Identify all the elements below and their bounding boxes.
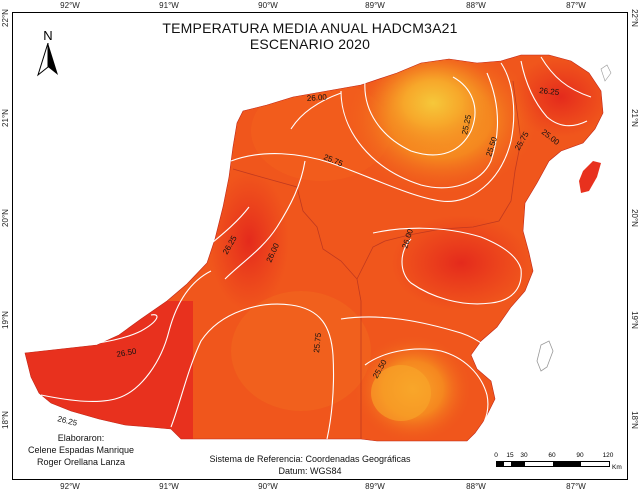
scale-tick: 60: [548, 452, 556, 459]
credits-author: Roger Orellana Lanza: [36, 457, 126, 467]
lon-tick-bottom: 90°W: [258, 482, 278, 491]
isotherms: [40, 56, 592, 440]
crs-line: Sistema de Referencia: Coordenadas Geogr…: [209, 454, 411, 464]
map-title: TEMPERATURA MEDIA ANUAL HADCM3A21: [162, 20, 458, 36]
lat-tick-right: 18°N: [630, 411, 639, 429]
isotherm-label: 26.25: [57, 414, 79, 428]
lat-tick-right: 21°N: [630, 109, 639, 127]
map-subtitle: ESCENARIO 2020: [249, 36, 371, 52]
isotherm-label: 26.50: [116, 347, 138, 359]
lon-tick-top: 90°W: [258, 1, 278, 10]
lon-tick-top: 87°W: [566, 1, 586, 10]
state-borders: [232, 80, 522, 439]
lon-tick-top: 92°W: [60, 1, 80, 10]
lat-tick-left: 22°N: [1, 9, 10, 27]
lat-tick-right: 19°N: [630, 311, 639, 329]
scale-tick: 90: [576, 452, 584, 459]
cozumel-island: [579, 161, 601, 193]
scale-bar: 0 15 30 60 90 120 Km: [494, 452, 622, 476]
credits: Elaboraron: Celene Espadas Manrique Roge…: [16, 432, 146, 468]
lon-tick-top: 89°W: [365, 1, 385, 10]
lon-tick-bottom: 92°W: [60, 482, 80, 491]
credits-author: Celene Espadas Manrique: [27, 445, 135, 455]
lat-tick-left: 20°N: [1, 209, 10, 227]
scale-tick: 0: [494, 452, 498, 459]
lat-tick-left: 18°N: [1, 411, 10, 429]
scale-tick: 30: [520, 452, 528, 459]
map-frame: 26.00 25.25 25.50 25.75 25.00 26.25 25.7…: [12, 12, 628, 480]
north-arrow-icon: [37, 42, 58, 77]
lat-tick-right: 22°N: [630, 9, 639, 27]
scale-tick: 15: [506, 452, 514, 459]
isotherm-label: 25.25: [460, 113, 473, 135]
lon-tick-bottom: 88°W: [466, 482, 486, 491]
credits-heading: Elaboraron:: [57, 433, 105, 443]
lon-tick-bottom: 89°W: [365, 482, 385, 491]
lon-tick-bottom: 91°W: [159, 482, 179, 491]
scale-segments: [496, 461, 610, 467]
lon-tick-bottom: 87°W: [566, 482, 586, 491]
reference-system: Sistema de Referencia: Coordenadas Geogr…: [200, 453, 420, 477]
banco-chinchorro: [536, 340, 554, 372]
scale-tick: 120: [602, 452, 614, 459]
isotherm-label: 26.00: [307, 93, 328, 103]
isotherm-label: 26.25: [539, 86, 560, 97]
isla-contoy: [600, 64, 612, 82]
scale-unit: Km: [612, 464, 622, 471]
peninsula-map: 26.00 25.25 25.50 25.75 25.00 26.25 25.7…: [24, 54, 612, 442]
lon-tick-top: 88°W: [466, 1, 486, 10]
datum-line: Datum: WGS84: [278, 466, 342, 476]
lat-tick-left: 21°N: [1, 109, 10, 127]
north-letter: N: [43, 28, 53, 43]
lat-tick-left: 19°N: [1, 311, 10, 329]
lon-tick-top: 91°W: [159, 1, 179, 10]
isotherm-label: 25.75: [312, 332, 323, 353]
north-arrow: N: [36, 28, 60, 82]
lat-tick-right: 20°N: [630, 209, 639, 227]
